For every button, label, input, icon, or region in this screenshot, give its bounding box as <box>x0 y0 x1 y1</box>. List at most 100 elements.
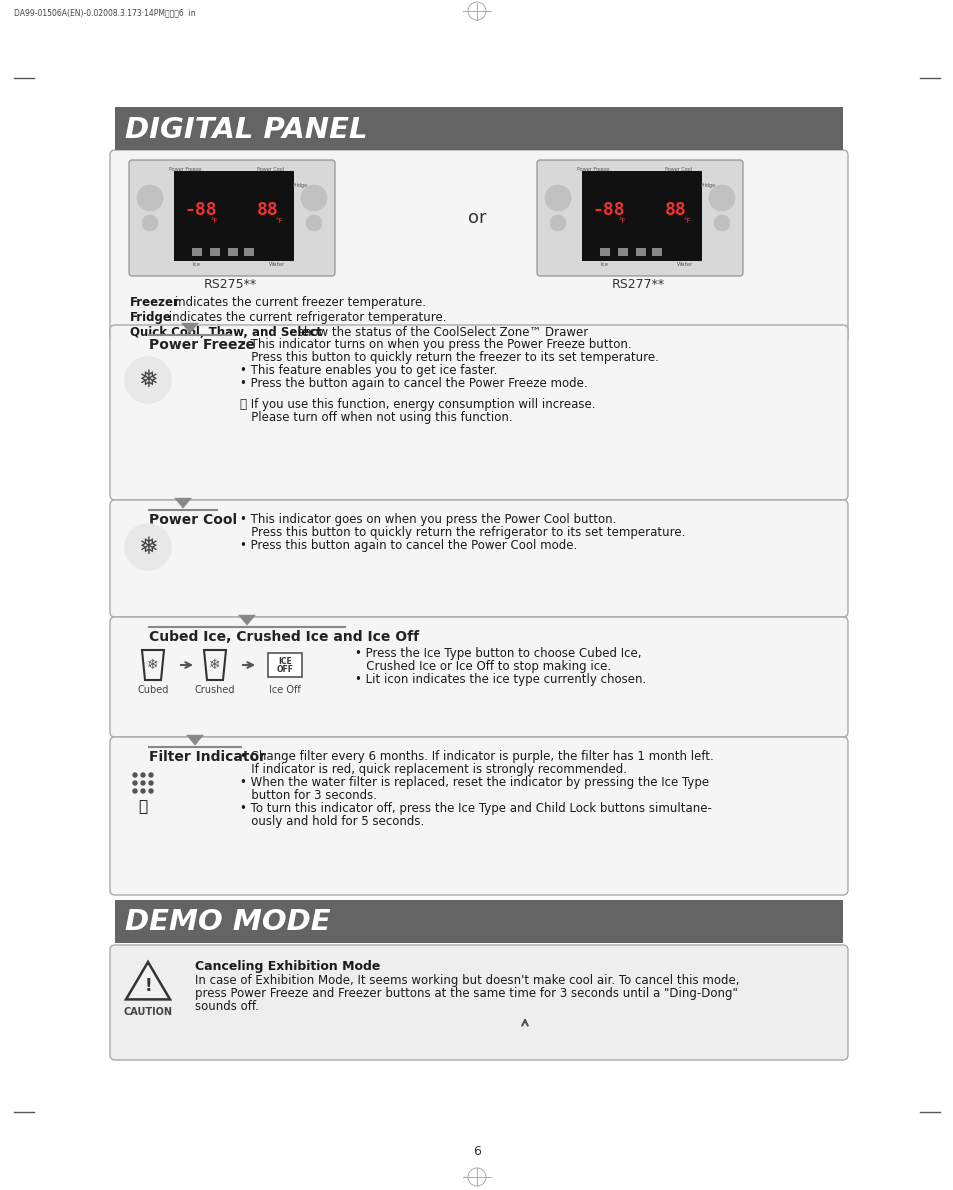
FancyBboxPatch shape <box>537 159 742 276</box>
FancyBboxPatch shape <box>110 500 847 616</box>
Text: Power Freeze: Power Freeze <box>149 338 254 352</box>
Text: ⓘ If you use this function, energy consumption will increase.: ⓘ If you use this function, energy consu… <box>240 397 595 411</box>
Bar <box>618 248 627 256</box>
Text: Canceling Exhibition Mode: Canceling Exhibition Mode <box>194 960 380 973</box>
Text: Power Cool: Power Cool <box>149 513 237 527</box>
Bar <box>268 653 302 677</box>
Bar <box>210 248 220 256</box>
Bar <box>581 171 701 261</box>
FancyBboxPatch shape <box>110 325 847 500</box>
Circle shape <box>149 789 152 793</box>
Polygon shape <box>181 322 199 333</box>
Circle shape <box>713 215 729 231</box>
Text: °F: °F <box>275 218 283 224</box>
Text: Quick Cool, Thaw, and Select: Quick Cool, Thaw, and Select <box>130 326 322 339</box>
Text: ❅: ❅ <box>138 536 157 559</box>
Text: Cubed: Cubed <box>137 685 169 695</box>
Text: 6: 6 <box>473 1145 480 1158</box>
Text: ❄: ❄ <box>209 658 220 672</box>
Text: Fridge: Fridge <box>293 183 308 188</box>
Bar <box>636 248 645 256</box>
Text: • This indicator goes on when you press the Power Cool button.: • This indicator goes on when you press … <box>240 513 616 526</box>
Text: • This indicator turns on when you press the Power Freeze button.: • This indicator turns on when you press… <box>240 338 631 351</box>
Text: Power Cool: Power Cool <box>256 167 284 173</box>
Text: Crushed Ice or Ice Off to stop making ice.: Crushed Ice or Ice Off to stop making ic… <box>355 660 611 674</box>
Polygon shape <box>126 962 170 1000</box>
Circle shape <box>149 774 152 777</box>
Text: Fridge: Fridge <box>700 183 716 188</box>
Text: °F: °F <box>683 218 690 224</box>
Text: Power Freeze: Power Freeze <box>577 167 609 173</box>
Polygon shape <box>173 497 192 508</box>
Text: ❅: ❅ <box>138 368 157 392</box>
Circle shape <box>142 215 158 231</box>
Text: ously and hold for 5 seconds.: ously and hold for 5 seconds. <box>240 815 424 828</box>
Text: ICE: ICE <box>278 658 292 666</box>
Text: • To turn this indicator off, press the Ice Type and Child Lock buttons simultan: • To turn this indicator off, press the … <box>240 802 711 815</box>
Bar <box>599 248 609 256</box>
Text: • Change filter every 6 months. If indicator is purple, the filter has 1 month l: • Change filter every 6 months. If indic… <box>240 750 713 763</box>
Bar <box>228 248 237 256</box>
Circle shape <box>306 215 322 231</box>
Text: Press this button to quickly return the refrigerator to its set temperature.: Press this button to quickly return the … <box>240 526 684 539</box>
Text: Fridge: Fridge <box>130 311 172 324</box>
Text: • Press the Ice Type button to choose Cubed Ice,: • Press the Ice Type button to choose Cu… <box>355 647 640 660</box>
Text: Ice: Ice <box>193 262 201 267</box>
Text: Cubed Ice, Crushed Ice and Ice Off: Cubed Ice, Crushed Ice and Ice Off <box>149 630 418 644</box>
Text: 💧: 💧 <box>138 800 148 814</box>
Text: -88: -88 <box>184 201 216 219</box>
Text: • Press this button again to cancel the Power Cool mode.: • Press this button again to cancel the … <box>240 539 577 552</box>
Text: or: or <box>467 209 486 227</box>
Bar <box>192 248 202 256</box>
Text: CAUTION: CAUTION <box>123 1008 172 1017</box>
Circle shape <box>301 184 327 211</box>
Text: Water: Water <box>676 262 693 267</box>
Bar <box>115 900 842 942</box>
FancyBboxPatch shape <box>110 737 847 895</box>
Circle shape <box>125 524 171 570</box>
Text: • This feature enables you to get ice faster.: • This feature enables you to get ice fa… <box>240 364 497 377</box>
Text: Ice Off: Ice Off <box>269 685 300 695</box>
Text: Crushed: Crushed <box>194 685 235 695</box>
Text: !: ! <box>144 977 152 995</box>
Text: button for 3 seconds.: button for 3 seconds. <box>240 789 376 802</box>
Text: Power Cool: Power Cool <box>664 167 691 173</box>
Circle shape <box>125 357 171 403</box>
Circle shape <box>141 774 145 777</box>
FancyBboxPatch shape <box>129 159 335 276</box>
Text: sounds off.: sounds off. <box>194 1000 258 1013</box>
Circle shape <box>137 184 163 211</box>
Bar <box>244 248 253 256</box>
Text: DA99-01506A(EN)-0.02008.3.173·14PM에이직6  in: DA99-01506A(EN)-0.02008.3.173·14PM에이직6 i… <box>14 8 195 17</box>
Text: Ice: Ice <box>600 262 608 267</box>
Text: RS275**: RS275** <box>203 278 256 292</box>
Text: show the status of the CoolSelect Zone™ Drawer: show the status of the CoolSelect Zone™ … <box>294 326 587 339</box>
Text: DEMO MODE: DEMO MODE <box>125 908 331 937</box>
Text: press Power Freeze and Freezer buttons at the same time for 3 seconds until a "D: press Power Freeze and Freezer buttons a… <box>194 987 737 1000</box>
Text: DIGITAL PANEL: DIGITAL PANEL <box>125 115 367 144</box>
Text: Please turn off when not using this function.: Please turn off when not using this func… <box>240 411 512 424</box>
Text: ❄: ❄ <box>147 658 158 672</box>
Circle shape <box>132 789 137 793</box>
FancyBboxPatch shape <box>110 150 847 342</box>
Text: 88: 88 <box>256 201 278 219</box>
Text: -88: -88 <box>592 201 624 219</box>
Polygon shape <box>237 615 255 626</box>
Polygon shape <box>186 734 204 746</box>
Bar <box>173 171 294 261</box>
Circle shape <box>708 184 734 211</box>
Text: Freezer: Freezer <box>130 296 180 309</box>
Bar <box>115 107 842 150</box>
Bar <box>651 248 661 256</box>
Circle shape <box>132 781 137 785</box>
Circle shape <box>544 184 571 211</box>
Text: 88: 88 <box>664 201 686 219</box>
Text: Power Freeze: Power Freeze <box>169 167 201 173</box>
Text: °F: °F <box>618 218 625 224</box>
Text: indicates the current freezer temperature.: indicates the current freezer temperatur… <box>171 296 425 309</box>
Text: indicates the current refrigerator temperature.: indicates the current refrigerator tempe… <box>165 311 446 324</box>
Text: • Lit icon indicates the ice type currently chosen.: • Lit icon indicates the ice type curren… <box>355 674 645 685</box>
Circle shape <box>132 774 137 777</box>
Circle shape <box>550 215 565 231</box>
Text: In case of Exhibition Mode, It seems working but doesn't make cool air. To cance: In case of Exhibition Mode, It seems wor… <box>194 973 739 987</box>
